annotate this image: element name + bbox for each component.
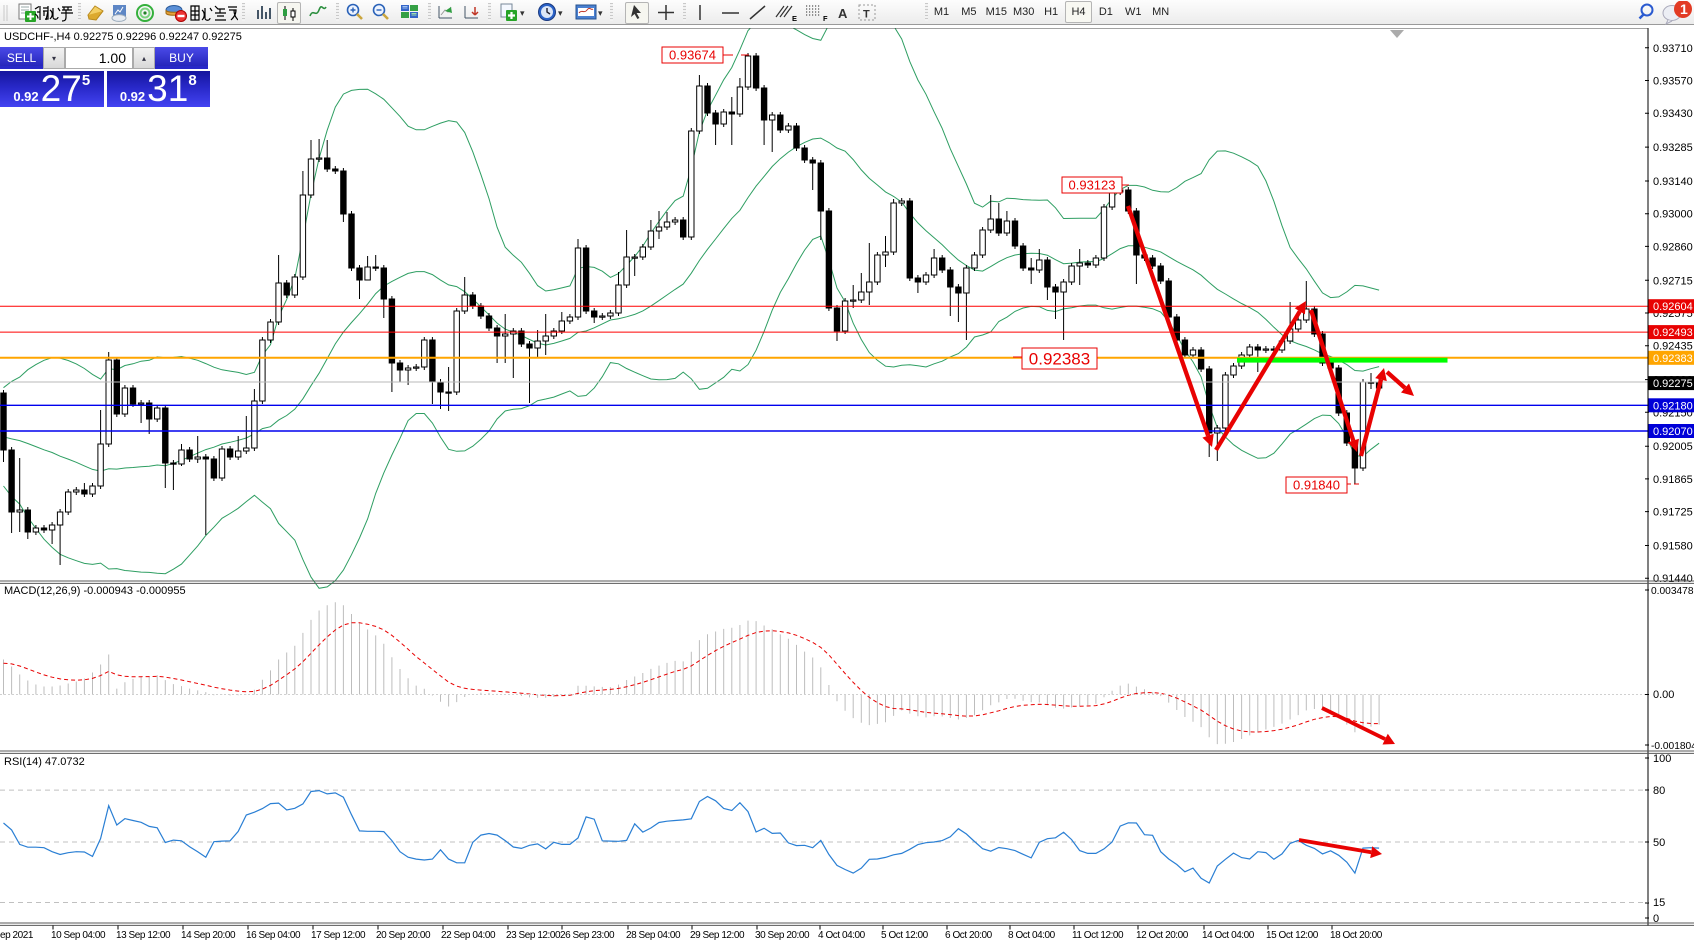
- svg-text:T: T: [863, 9, 870, 21]
- svg-text:6 Oct 20:00: 6 Oct 20:00: [945, 930, 993, 941]
- svg-text:10 Sep 04:00: 10 Sep 04:00: [51, 930, 106, 941]
- svg-text:0.91725: 0.91725: [1653, 507, 1693, 519]
- svg-text:80: 80: [1653, 785, 1665, 797]
- svg-text:0.92493: 0.92493: [1653, 327, 1693, 339]
- svg-text:0.92715: 0.92715: [1653, 275, 1693, 287]
- svg-text:22 Sep 04:00: 22 Sep 04:00: [441, 930, 496, 941]
- svg-text:F: F: [823, 14, 828, 23]
- svg-text:-0.001804: -0.001804: [1651, 741, 1694, 752]
- svg-text:17 Sep 12:00: 17 Sep 12:00: [311, 930, 366, 941]
- svg-text:16 Sep 04:00: 16 Sep 04:00: [246, 930, 301, 941]
- svg-text:15: 15: [1653, 897, 1665, 909]
- svg-text:0.92383: 0.92383: [1653, 353, 1693, 365]
- svg-text:MACD(12,26,9) -0.000943 -0.000: MACD(12,26,9) -0.000943 -0.000955: [4, 585, 186, 597]
- svg-text:29 Sep 12:00: 29 Sep 12:00: [690, 930, 745, 941]
- svg-text:0.91580: 0.91580: [1653, 541, 1693, 553]
- svg-text:0.92180: 0.92180: [1653, 400, 1693, 412]
- svg-text:0.92070: 0.92070: [1653, 426, 1693, 438]
- svg-text:28 Sep 04:00: 28 Sep 04:00: [626, 930, 681, 941]
- svg-text:0.92275: 0.92275: [1653, 378, 1693, 390]
- svg-text:26 Sep 23:00: 26 Sep 23:00: [560, 930, 615, 941]
- svg-text:5 Oct 12:00: 5 Oct 12:00: [881, 930, 929, 941]
- svg-text:15 Oct 12:00: 15 Oct 12:00: [1266, 930, 1319, 941]
- svg-text:0.92604: 0.92604: [1653, 301, 1693, 313]
- svg-text:USDCHF-,H4 0.92275 0.92296 0.: USDCHF-,H4 0.92275 0.92296 0.92247 0.922…: [4, 31, 242, 43]
- svg-text:8 Oct 04:00: 8 Oct 04:00: [1008, 930, 1056, 941]
- svg-text:18 Oct 20:00: 18 Oct 20:00: [1330, 930, 1383, 941]
- svg-text:0.93570: 0.93570: [1653, 76, 1693, 88]
- svg-text:13 Sep 12:00: 13 Sep 12:00: [116, 930, 171, 941]
- svg-text:0.93285: 0.93285: [1653, 142, 1693, 154]
- svg-text:0.92005: 0.92005: [1653, 441, 1693, 453]
- svg-text:50: 50: [1653, 837, 1665, 849]
- svg-text:A: A: [838, 6, 848, 21]
- svg-text:0: 0: [1653, 913, 1659, 925]
- svg-text:0.91840: 0.91840: [1293, 478, 1340, 493]
- svg-text:0.92383: 0.92383: [1029, 350, 1090, 369]
- svg-text:100: 100: [1653, 753, 1671, 765]
- svg-text:11 Oct 12:00: 11 Oct 12:00: [1072, 930, 1124, 941]
- svg-text:0.93430: 0.93430: [1653, 108, 1693, 120]
- svg-text:0.93140: 0.93140: [1653, 176, 1693, 188]
- svg-text:4 Oct 04:00: 4 Oct 04:00: [818, 930, 866, 941]
- svg-text:0.00: 0.00: [1653, 689, 1674, 701]
- svg-text:0.003478: 0.003478: [1651, 586, 1694, 597]
- svg-text:1: 1: [1680, 1, 1688, 17]
- svg-text:0.93000: 0.93000: [1653, 209, 1693, 221]
- svg-text:20 Sep 20:00: 20 Sep 20:00: [376, 930, 431, 941]
- svg-text:0.93674: 0.93674: [669, 48, 716, 63]
- svg-text:23 Sep 12:00: 23 Sep 12:00: [506, 930, 561, 941]
- svg-text:ep 2021: ep 2021: [0, 930, 34, 941]
- svg-text:RSI(14) 47.0732: RSI(14) 47.0732: [4, 756, 85, 768]
- svg-text:0.93123: 0.93123: [1069, 178, 1116, 193]
- svg-text:14 Sep 20:00: 14 Sep 20:00: [181, 930, 236, 941]
- svg-text:0.91865: 0.91865: [1653, 474, 1693, 486]
- svg-text:14 Oct 04:00: 14 Oct 04:00: [1202, 930, 1255, 941]
- svg-text:0.93710: 0.93710: [1653, 43, 1693, 55]
- svg-text:E: E: [792, 14, 797, 23]
- svg-text:0.92860: 0.92860: [1653, 241, 1693, 253]
- svg-text:12 Oct 20:00: 12 Oct 20:00: [1136, 930, 1189, 941]
- svg-text:30 Sep 20:00: 30 Sep 20:00: [755, 930, 810, 941]
